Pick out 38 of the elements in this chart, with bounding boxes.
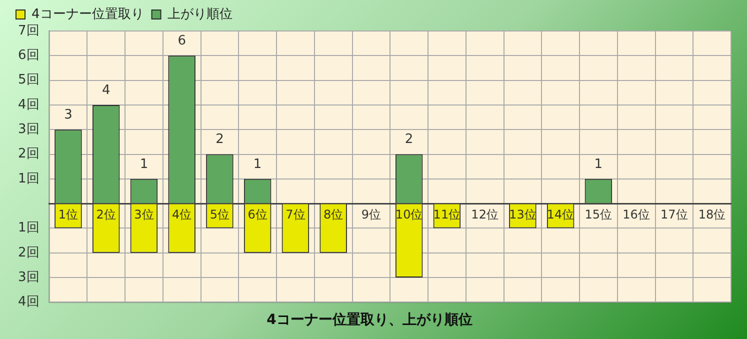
y-tick-label: 1回 bbox=[18, 171, 40, 186]
x-tick-label: 5位 bbox=[210, 208, 230, 222]
y-tick-label: 7回 bbox=[18, 23, 40, 38]
x-tick-label: 14位 bbox=[546, 208, 574, 222]
data-label: 2 bbox=[216, 132, 224, 148]
x-tick-label: 17位 bbox=[660, 208, 688, 222]
data-label: 4 bbox=[102, 82, 110, 98]
x-tick-label: 2位 bbox=[96, 208, 116, 222]
data-label: 1 bbox=[140, 156, 148, 172]
x-tick-label: 10位 bbox=[395, 208, 423, 222]
x-tick-label: 6位 bbox=[248, 208, 268, 222]
x-tick-label: 4位 bbox=[172, 208, 192, 222]
data-label: 1 bbox=[594, 156, 603, 172]
legend-label: 上がり順位 bbox=[167, 6, 232, 22]
y-tick-label: 4回 bbox=[18, 294, 40, 310]
data-label: 6 bbox=[178, 34, 186, 49]
x-tick-label: 1位 bbox=[58, 208, 78, 222]
x-tick-label: 18位 bbox=[698, 208, 726, 222]
x-tick-label: 9位 bbox=[361, 208, 382, 222]
y-tick-label: 2回 bbox=[18, 146, 40, 162]
x-tick-label: 16位 bbox=[622, 208, 650, 222]
x-tick-label: 3位 bbox=[134, 208, 154, 222]
y-tick-label: 1回 bbox=[18, 220, 40, 236]
x-tick-label: 12位 bbox=[471, 208, 498, 222]
text: 4コーナー位置取り、上がり順位 bbox=[266, 312, 472, 328]
y-tick-label: 6回 bbox=[18, 48, 40, 64]
x-tick-label: 7位 bbox=[286, 208, 306, 222]
x-tick-label: 15位 bbox=[584, 208, 612, 222]
x-tick-label: 8位 bbox=[324, 208, 344, 222]
y-tick-label: 2回 bbox=[18, 245, 40, 260]
y-tick-label: 4回 bbox=[18, 97, 40, 112]
data-label: 1 bbox=[253, 156, 262, 172]
data-label: 2 bbox=[404, 132, 414, 148]
data-label: 3 bbox=[64, 107, 72, 122]
y-tick-label: 3回 bbox=[18, 270, 40, 285]
y-tick-label: 5回 bbox=[18, 72, 40, 88]
y-tick-label: 3回 bbox=[18, 122, 40, 137]
legend-label: 4コーナー位置取り bbox=[32, 6, 144, 22]
